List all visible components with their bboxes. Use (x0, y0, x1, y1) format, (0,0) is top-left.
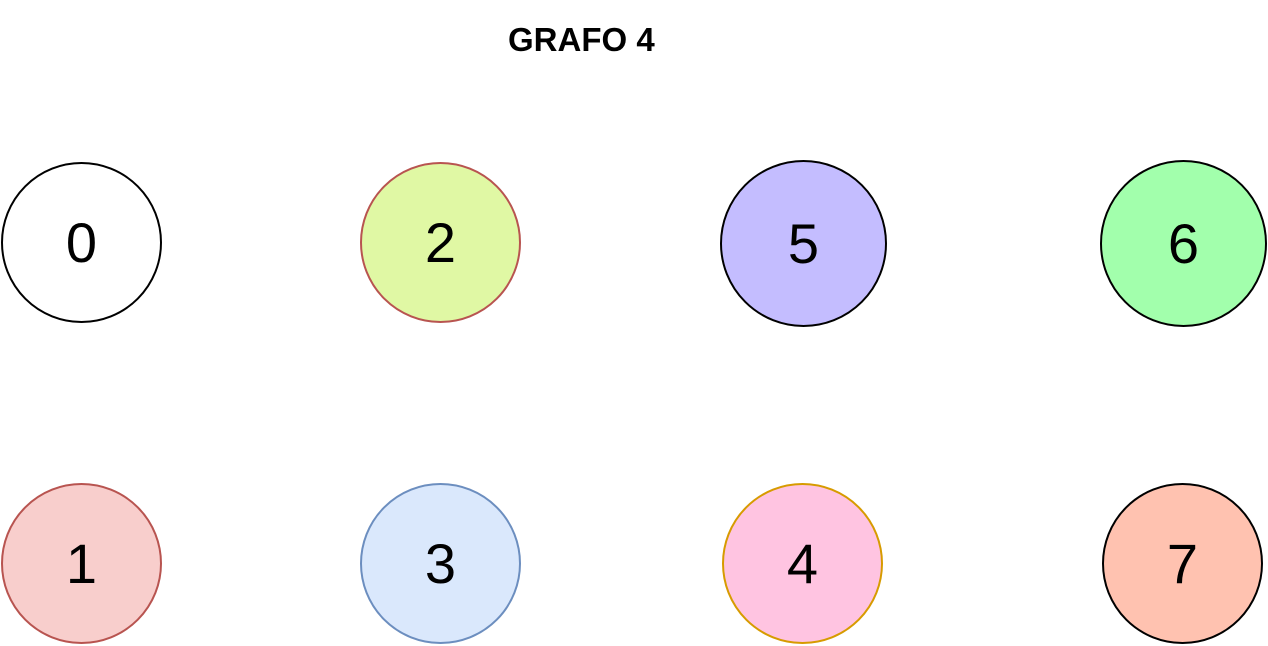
node-label-2: 2 (424, 210, 457, 274)
graph-node-0[interactable]: 0 (1, 162, 162, 323)
graph-node-6[interactable]: 6 (1100, 160, 1267, 327)
node-label-4: 4 (786, 531, 819, 595)
graph-node-4[interactable]: 4 (722, 483, 883, 644)
graph-node-2[interactable]: 2 (360, 162, 521, 323)
node-label-3: 3 (424, 531, 457, 595)
node-label-1: 1 (65, 531, 98, 595)
node-label-0: 0 (65, 210, 98, 274)
node-label-5: 5 (787, 211, 820, 275)
node-label-7: 7 (1166, 531, 1199, 595)
diagram-title: GRAFO 4 (508, 21, 655, 58)
graph-node-5[interactable]: 5 (720, 160, 887, 327)
graph-node-3[interactable]: 3 (360, 483, 521, 644)
graph-node-7[interactable]: 7 (1102, 483, 1263, 644)
graph-node-1[interactable]: 1 (1, 483, 162, 644)
node-label-6: 6 (1167, 211, 1200, 275)
